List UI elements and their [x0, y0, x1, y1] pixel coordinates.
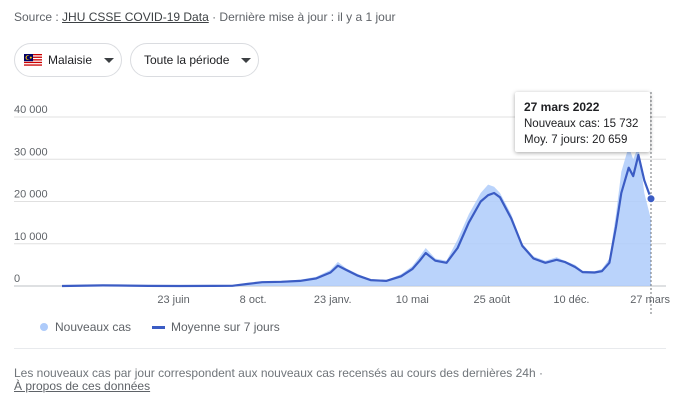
chevron-down-icon: [241, 57, 252, 63]
x-tick-label: 23 janv.: [314, 294, 352, 306]
y-tick-label: 40 000: [14, 104, 48, 116]
y-tick-label: 0: [14, 273, 20, 285]
divider: [14, 348, 666, 349]
legend-avg7-label: Moyenne sur 7 jours: [171, 320, 280, 334]
hover-marker: [646, 194, 656, 204]
chevron-down-icon: [104, 57, 115, 63]
tooltip-date: 27 mars 2022: [524, 100, 600, 114]
period-label: Toute la période: [144, 53, 230, 67]
about-data-link[interactable]: À propos de ces données: [14, 379, 151, 393]
source-line: Source : JHU CSSE COVID-19 Data · Derniè…: [14, 10, 395, 24]
new-cases-area: [62, 146, 651, 286]
chart-tooltip: 27 mars 2022 Nouveaux cas: 15 732 Moy. 7…: [515, 92, 650, 152]
malaysia-flag-icon: [24, 53, 42, 67]
legend-avg7: Moyenne sur 7 jours: [152, 320, 280, 334]
country-selector[interactable]: Malaisie: [14, 43, 122, 77]
x-tick-label: 25 août: [473, 294, 510, 306]
legend-new-cases: Nouveaux cas: [40, 320, 131, 334]
x-tick-label: 27 mars: [630, 294, 670, 306]
x-tick-label: 10 déc.: [553, 294, 589, 306]
avg7-line: [61, 153, 653, 288]
period-selector[interactable]: Toute la période: [130, 43, 259, 77]
y-tick-label: 10 000: [14, 231, 48, 243]
x-tick-label: 8 oct.: [240, 294, 267, 306]
legend-dot-icon: [40, 323, 48, 331]
legend-new-cases-label: Nouveaux cas: [55, 320, 132, 334]
source-link[interactable]: JHU CSSE COVID-19 Data: [62, 10, 209, 24]
x-tick-label: 10 mai: [396, 294, 429, 306]
y-tick-label: 30 000: [14, 146, 48, 158]
tooltip-new-cases: Nouveaux cas: 15 732: [524, 118, 639, 130]
tooltip-avg7: Moy. 7 jours: 20 659: [524, 134, 628, 146]
source-prefix: Source :: [14, 10, 63, 24]
legend-line-icon: [152, 325, 165, 329]
footer-note: Les nouveaux cas par jour correspondent …: [14, 366, 543, 380]
x-tick-label: 23 juin: [157, 294, 189, 306]
y-tick-label: 20 000: [14, 189, 48, 201]
last-update: · Dernière mise à jour : il y a 1 jour: [208, 10, 396, 24]
cases-chart[interactable]: 0 10 000 20 000 30 000 40 000 23 juin 8 oct. 23…: [0, 90, 676, 315]
country-label: Malaisie: [48, 53, 93, 67]
